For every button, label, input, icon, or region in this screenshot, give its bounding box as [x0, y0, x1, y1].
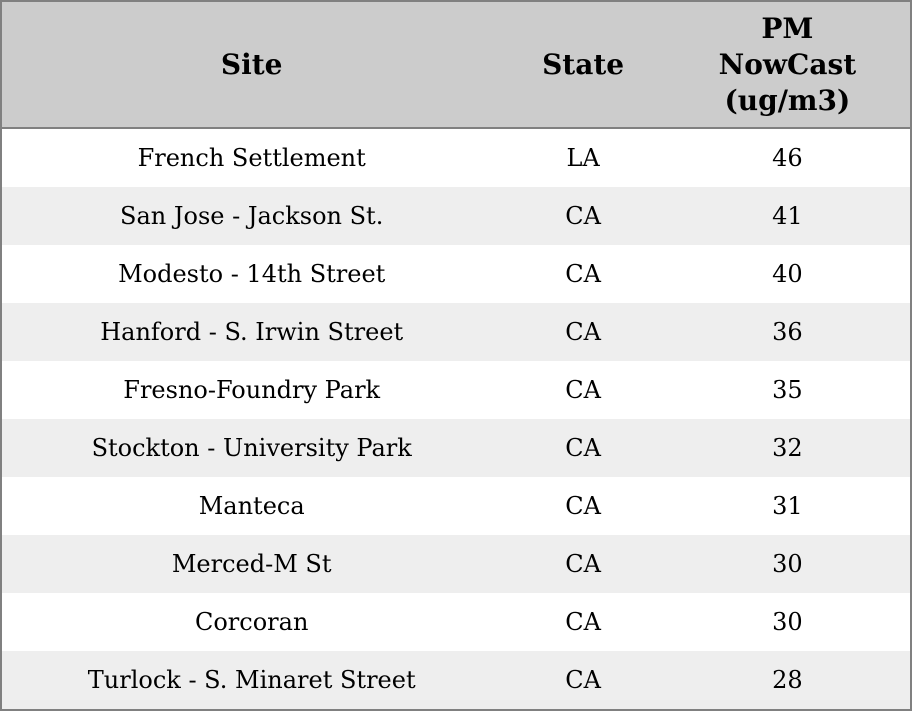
column-header-site: Site — [220, 48, 283, 81]
table-row: Turlock - S. Minaret Street CA 28 — [2, 651, 910, 709]
state-cell: CA — [565, 318, 601, 346]
site-cell: San Jose - Jackson St. — [120, 202, 384, 230]
pm-nowcast-cell: 40 — [772, 260, 803, 288]
table-row: French Settlement LA 46 — [2, 129, 910, 187]
table-row: San Jose - Jackson St. CA 41 — [2, 187, 910, 245]
pm-nowcast-cell: 31 — [772, 492, 803, 520]
state-cell: CA — [565, 376, 601, 404]
pm-nowcast-cell: 30 — [772, 608, 803, 636]
state-cell: CA — [565, 666, 601, 694]
site-cell: Modesto - 14th Street — [118, 260, 386, 288]
site-cell: Stockton - University Park — [91, 434, 412, 462]
state-cell: LA — [566, 144, 600, 172]
pm-nowcast-cell: 28 — [772, 666, 803, 694]
table-row: Stockton - University Park CA 32 — [2, 419, 910, 477]
state-cell: CA — [565, 202, 601, 230]
site-cell: Corcoran — [194, 608, 309, 636]
site-cell: Hanford - S. Irwin Street — [100, 318, 404, 346]
site-cell: Manteca — [198, 492, 305, 520]
state-cell: CA — [565, 434, 601, 462]
pm-nowcast-cell: 36 — [772, 318, 803, 346]
column-header-state: State — [542, 48, 625, 81]
table-row: Hanford - S. Irwin Street CA 36 — [2, 303, 910, 361]
table-row: Modesto - 14th Street CA 40 — [2, 245, 910, 303]
pm-nowcast-cell: 46 — [772, 144, 803, 172]
state-cell: CA — [565, 550, 601, 578]
site-cell: French Settlement — [137, 144, 366, 172]
pm-nowcast-cell: 41 — [772, 202, 803, 230]
pm-nowcast-cell: 35 — [772, 376, 803, 404]
site-cell: Merced-M St — [171, 550, 332, 578]
state-cell: CA — [565, 608, 601, 636]
table-row: Corcoran CA 30 — [2, 593, 910, 651]
table-header-row: Site State PM NowCast (ug/m3) — [2, 2, 910, 129]
table-row: Merced-M St CA 30 — [2, 535, 910, 593]
state-cell: CA — [565, 260, 601, 288]
state-cell: CA — [565, 492, 601, 520]
column-header-pm-nowcast: PM NowCast (ug/m3) — [718, 11, 857, 117]
site-cell: Fresno-Foundry Park — [123, 376, 381, 404]
pm-nowcast-cell: 30 — [772, 550, 803, 578]
pm-nowcast-cell: 32 — [772, 434, 803, 462]
table-row: Manteca CA 31 — [2, 477, 910, 535]
table-row: Fresno-Foundry Park CA 35 — [2, 361, 910, 419]
site-cell: Turlock - S. Minaret Street — [87, 666, 416, 694]
